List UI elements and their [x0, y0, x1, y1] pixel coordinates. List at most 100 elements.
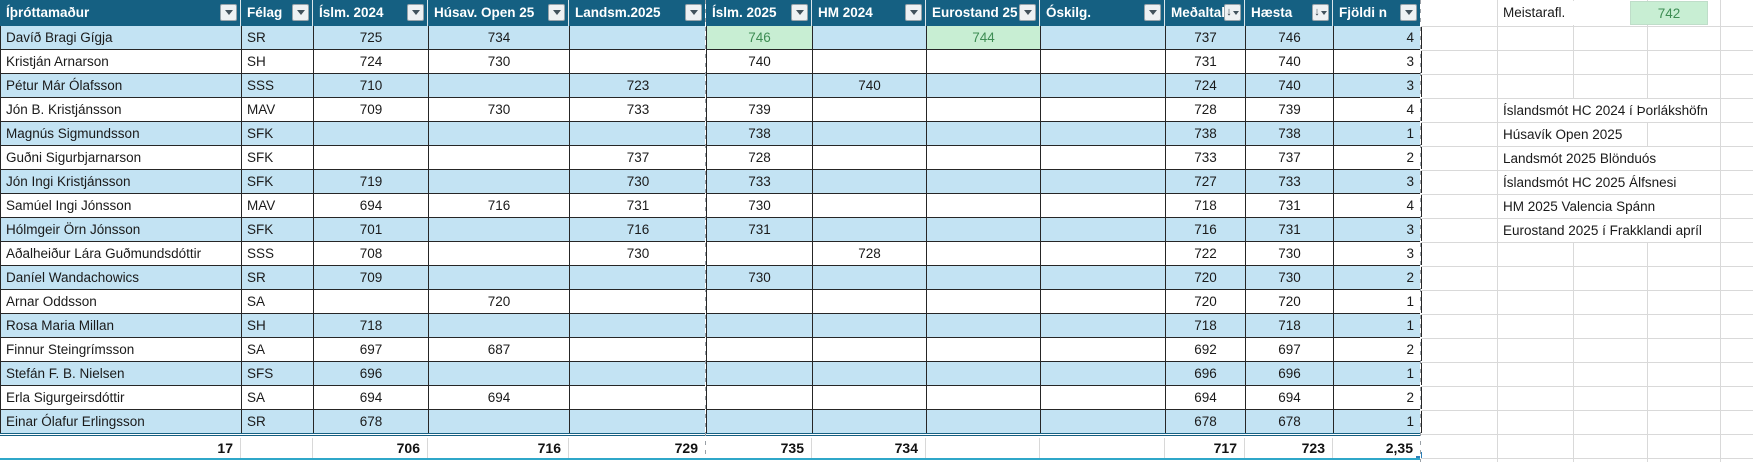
cell-husav25[interactable]: [429, 242, 570, 265]
cell-fjoldi[interactable]: 4: [1334, 98, 1422, 121]
cell-husav25[interactable]: [429, 146, 570, 169]
cell-medaltal[interactable]: 678: [1166, 410, 1246, 433]
cell-islm2025[interactable]: [707, 314, 813, 337]
filter-button[interactable]: [548, 4, 565, 21]
cell-islm2024[interactable]: 709: [314, 98, 429, 121]
cell-husav25[interactable]: [429, 170, 570, 193]
cell-fjoldi[interactable]: 3: [1334, 74, 1422, 97]
cell-landsm2025[interactable]: 730: [570, 170, 707, 193]
cell-medaltal[interactable]: 731: [1166, 50, 1246, 73]
cell-islm2025[interactable]: 739: [707, 98, 813, 121]
cell-landsm2025[interactable]: 723: [570, 74, 707, 97]
cell-eurostand25[interactable]: [927, 50, 1041, 73]
cell-islm2024[interactable]: 709: [314, 266, 429, 289]
cell-islm2025[interactable]: 733: [707, 170, 813, 193]
cell-islm2024[interactable]: 708: [314, 242, 429, 265]
total-name[interactable]: 17: [0, 438, 241, 458]
total-islm2025[interactable]: 735: [706, 438, 812, 458]
cell-eurostand25[interactable]: [927, 242, 1041, 265]
meistarafl-label-cell[interactable]: Meistarafl.: [1503, 1, 1628, 25]
cell-club[interactable]: SFK: [242, 218, 314, 241]
cell-islm2024[interactable]: 694: [314, 386, 429, 409]
cell-haesta[interactable]: 738: [1246, 122, 1334, 145]
cell-hm2024[interactable]: [813, 386, 927, 409]
cell-name[interactable]: Hólmgeir Örn Jónsson: [1, 218, 242, 241]
total-islm2024[interactable]: 706: [313, 438, 428, 458]
cell-name[interactable]: Pétur Már Ólafsson: [1, 74, 242, 97]
cell-name[interactable]: Davíð Bragi Gígja: [1, 26, 242, 49]
cell-fjoldi[interactable]: 2: [1334, 386, 1422, 409]
cell-hm2024[interactable]: [813, 146, 927, 169]
cell-medaltal[interactable]: 696: [1166, 362, 1246, 385]
total-haesta[interactable]: 723: [1245, 438, 1333, 458]
cell-club[interactable]: SFK: [242, 170, 314, 193]
filter-button[interactable]: [1144, 4, 1161, 21]
cell-fjoldi[interactable]: 2: [1334, 146, 1422, 169]
cell-hm2024[interactable]: [813, 266, 927, 289]
cell-oskilg[interactable]: [1041, 314, 1166, 337]
cell-oskilg[interactable]: [1041, 146, 1166, 169]
cell-oskilg[interactable]: [1041, 122, 1166, 145]
cell-name[interactable]: Jón Ingi Kristjánsson: [1, 170, 242, 193]
cell-haesta[interactable]: 697: [1246, 338, 1334, 361]
cell-eurostand25[interactable]: [927, 218, 1041, 241]
cell-islm2024[interactable]: 701: [314, 218, 429, 241]
cell-hm2024[interactable]: [813, 362, 927, 385]
cell-club[interactable]: MAV: [242, 194, 314, 217]
cell-name[interactable]: Kristján Arnarson: [1, 50, 242, 73]
filter-button[interactable]: [1400, 4, 1417, 21]
cell-oskilg[interactable]: [1041, 266, 1166, 289]
sort-filter-button[interactable]: ↓: [1312, 4, 1329, 21]
cell-landsm2025[interactable]: [570, 50, 707, 73]
cell-hm2024[interactable]: [813, 170, 927, 193]
cell-eurostand25[interactable]: [927, 410, 1041, 433]
note-cell[interactable]: Íslandsmót HC 2024 í Þorlákshöfn: [1503, 99, 1712, 122]
cell-club[interactable]: SFS: [242, 362, 314, 385]
cell-eurostand25[interactable]: [927, 386, 1041, 409]
cell-club[interactable]: SR: [242, 266, 314, 289]
filter-button[interactable]: [220, 4, 237, 21]
cell-name[interactable]: Jón B. Kristjánsson: [1, 98, 242, 121]
cell-landsm2025[interactable]: [570, 362, 707, 385]
filter-button[interactable]: [905, 4, 922, 21]
cell-eurostand25[interactable]: [927, 122, 1041, 145]
total-eurostand25[interactable]: [926, 438, 1040, 458]
cell-hm2024[interactable]: [813, 338, 927, 361]
cell-oskilg[interactable]: [1041, 410, 1166, 433]
cell-husav25[interactable]: 694: [429, 386, 570, 409]
note-cell[interactable]: Landsmót 2025 Blönduós: [1503, 147, 1661, 170]
cell-landsm2025[interactable]: [570, 410, 707, 433]
cell-husav25[interactable]: [429, 266, 570, 289]
cell-club[interactable]: SSS: [242, 242, 314, 265]
cell-landsm2025[interactable]: 737: [570, 146, 707, 169]
cell-fjoldi[interactable]: 1: [1334, 314, 1422, 337]
cell-eurostand25[interactable]: [927, 98, 1041, 121]
cell-medaltal[interactable]: 738: [1166, 122, 1246, 145]
cell-husav25[interactable]: [429, 122, 570, 145]
cell-hm2024[interactable]: [813, 218, 927, 241]
cell-landsm2025[interactable]: [570, 338, 707, 361]
cell-name[interactable]: Einar Ólafur Erlingsson: [1, 410, 242, 433]
cell-landsm2025[interactable]: [570, 314, 707, 337]
cell-hm2024[interactable]: [813, 26, 927, 49]
cell-club[interactable]: SH: [242, 50, 314, 73]
cell-eurostand25[interactable]: [927, 314, 1041, 337]
cell-club[interactable]: MAV: [242, 98, 314, 121]
cell-haesta[interactable]: 694: [1246, 386, 1334, 409]
cell-club[interactable]: SA: [242, 290, 314, 313]
cell-landsm2025[interactable]: [570, 266, 707, 289]
cell-islm2025[interactable]: 731: [707, 218, 813, 241]
cell-islm2024[interactable]: 710: [314, 74, 429, 97]
cell-islm2025[interactable]: 730: [707, 266, 813, 289]
cell-eurostand25[interactable]: 744: [927, 26, 1041, 49]
cell-eurostand25[interactable]: [927, 194, 1041, 217]
cell-hm2024[interactable]: [813, 314, 927, 337]
cell-landsm2025[interactable]: [570, 26, 707, 49]
cell-islm2024[interactable]: [314, 290, 429, 313]
filter-button[interactable]: [407, 4, 424, 21]
cell-medaltal[interactable]: 733: [1166, 146, 1246, 169]
cell-eurostand25[interactable]: [927, 338, 1041, 361]
cell-fjoldi[interactable]: 3: [1334, 50, 1422, 73]
cell-medaltal[interactable]: 727: [1166, 170, 1246, 193]
cell-islm2025[interactable]: [707, 410, 813, 433]
